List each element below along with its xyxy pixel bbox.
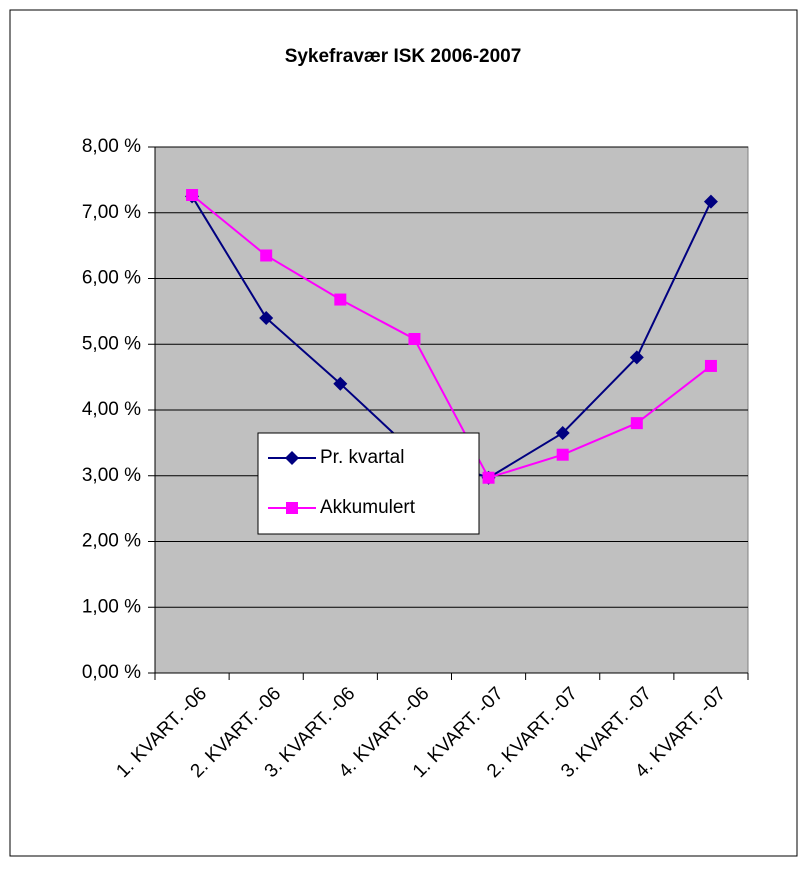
y-tick-label: 6,00 % xyxy=(82,268,141,289)
point xyxy=(186,188,199,201)
series-line xyxy=(191,194,712,479)
y-tick-label: 0,00 % xyxy=(82,662,141,683)
y-tick-label: 8,00 % xyxy=(82,136,141,157)
point xyxy=(334,293,347,306)
point xyxy=(259,310,274,325)
y-tick-label: 7,00 % xyxy=(82,202,141,223)
legend-label: Pr. kvartal xyxy=(320,447,404,468)
point xyxy=(333,376,348,391)
point xyxy=(285,451,299,465)
y-tick-label: 5,00 % xyxy=(82,333,141,354)
y-tick-label: 3,00 % xyxy=(82,465,141,486)
y-tick-label: 1,00 % xyxy=(82,596,141,617)
y-tick-label: 4,00 % xyxy=(82,399,141,420)
point xyxy=(556,448,569,461)
point xyxy=(630,417,643,430)
point xyxy=(408,332,421,345)
point xyxy=(555,426,570,441)
chart-title: Sykefravær ISK 2006-2007 xyxy=(285,46,522,67)
y-tick-label: 2,00 % xyxy=(82,531,141,552)
point xyxy=(703,194,718,209)
point xyxy=(629,350,644,365)
point xyxy=(482,471,495,484)
point xyxy=(260,249,273,262)
point xyxy=(704,359,717,372)
legend xyxy=(257,432,480,535)
point xyxy=(286,502,298,514)
legend-label: Akkumulert xyxy=(320,497,416,518)
